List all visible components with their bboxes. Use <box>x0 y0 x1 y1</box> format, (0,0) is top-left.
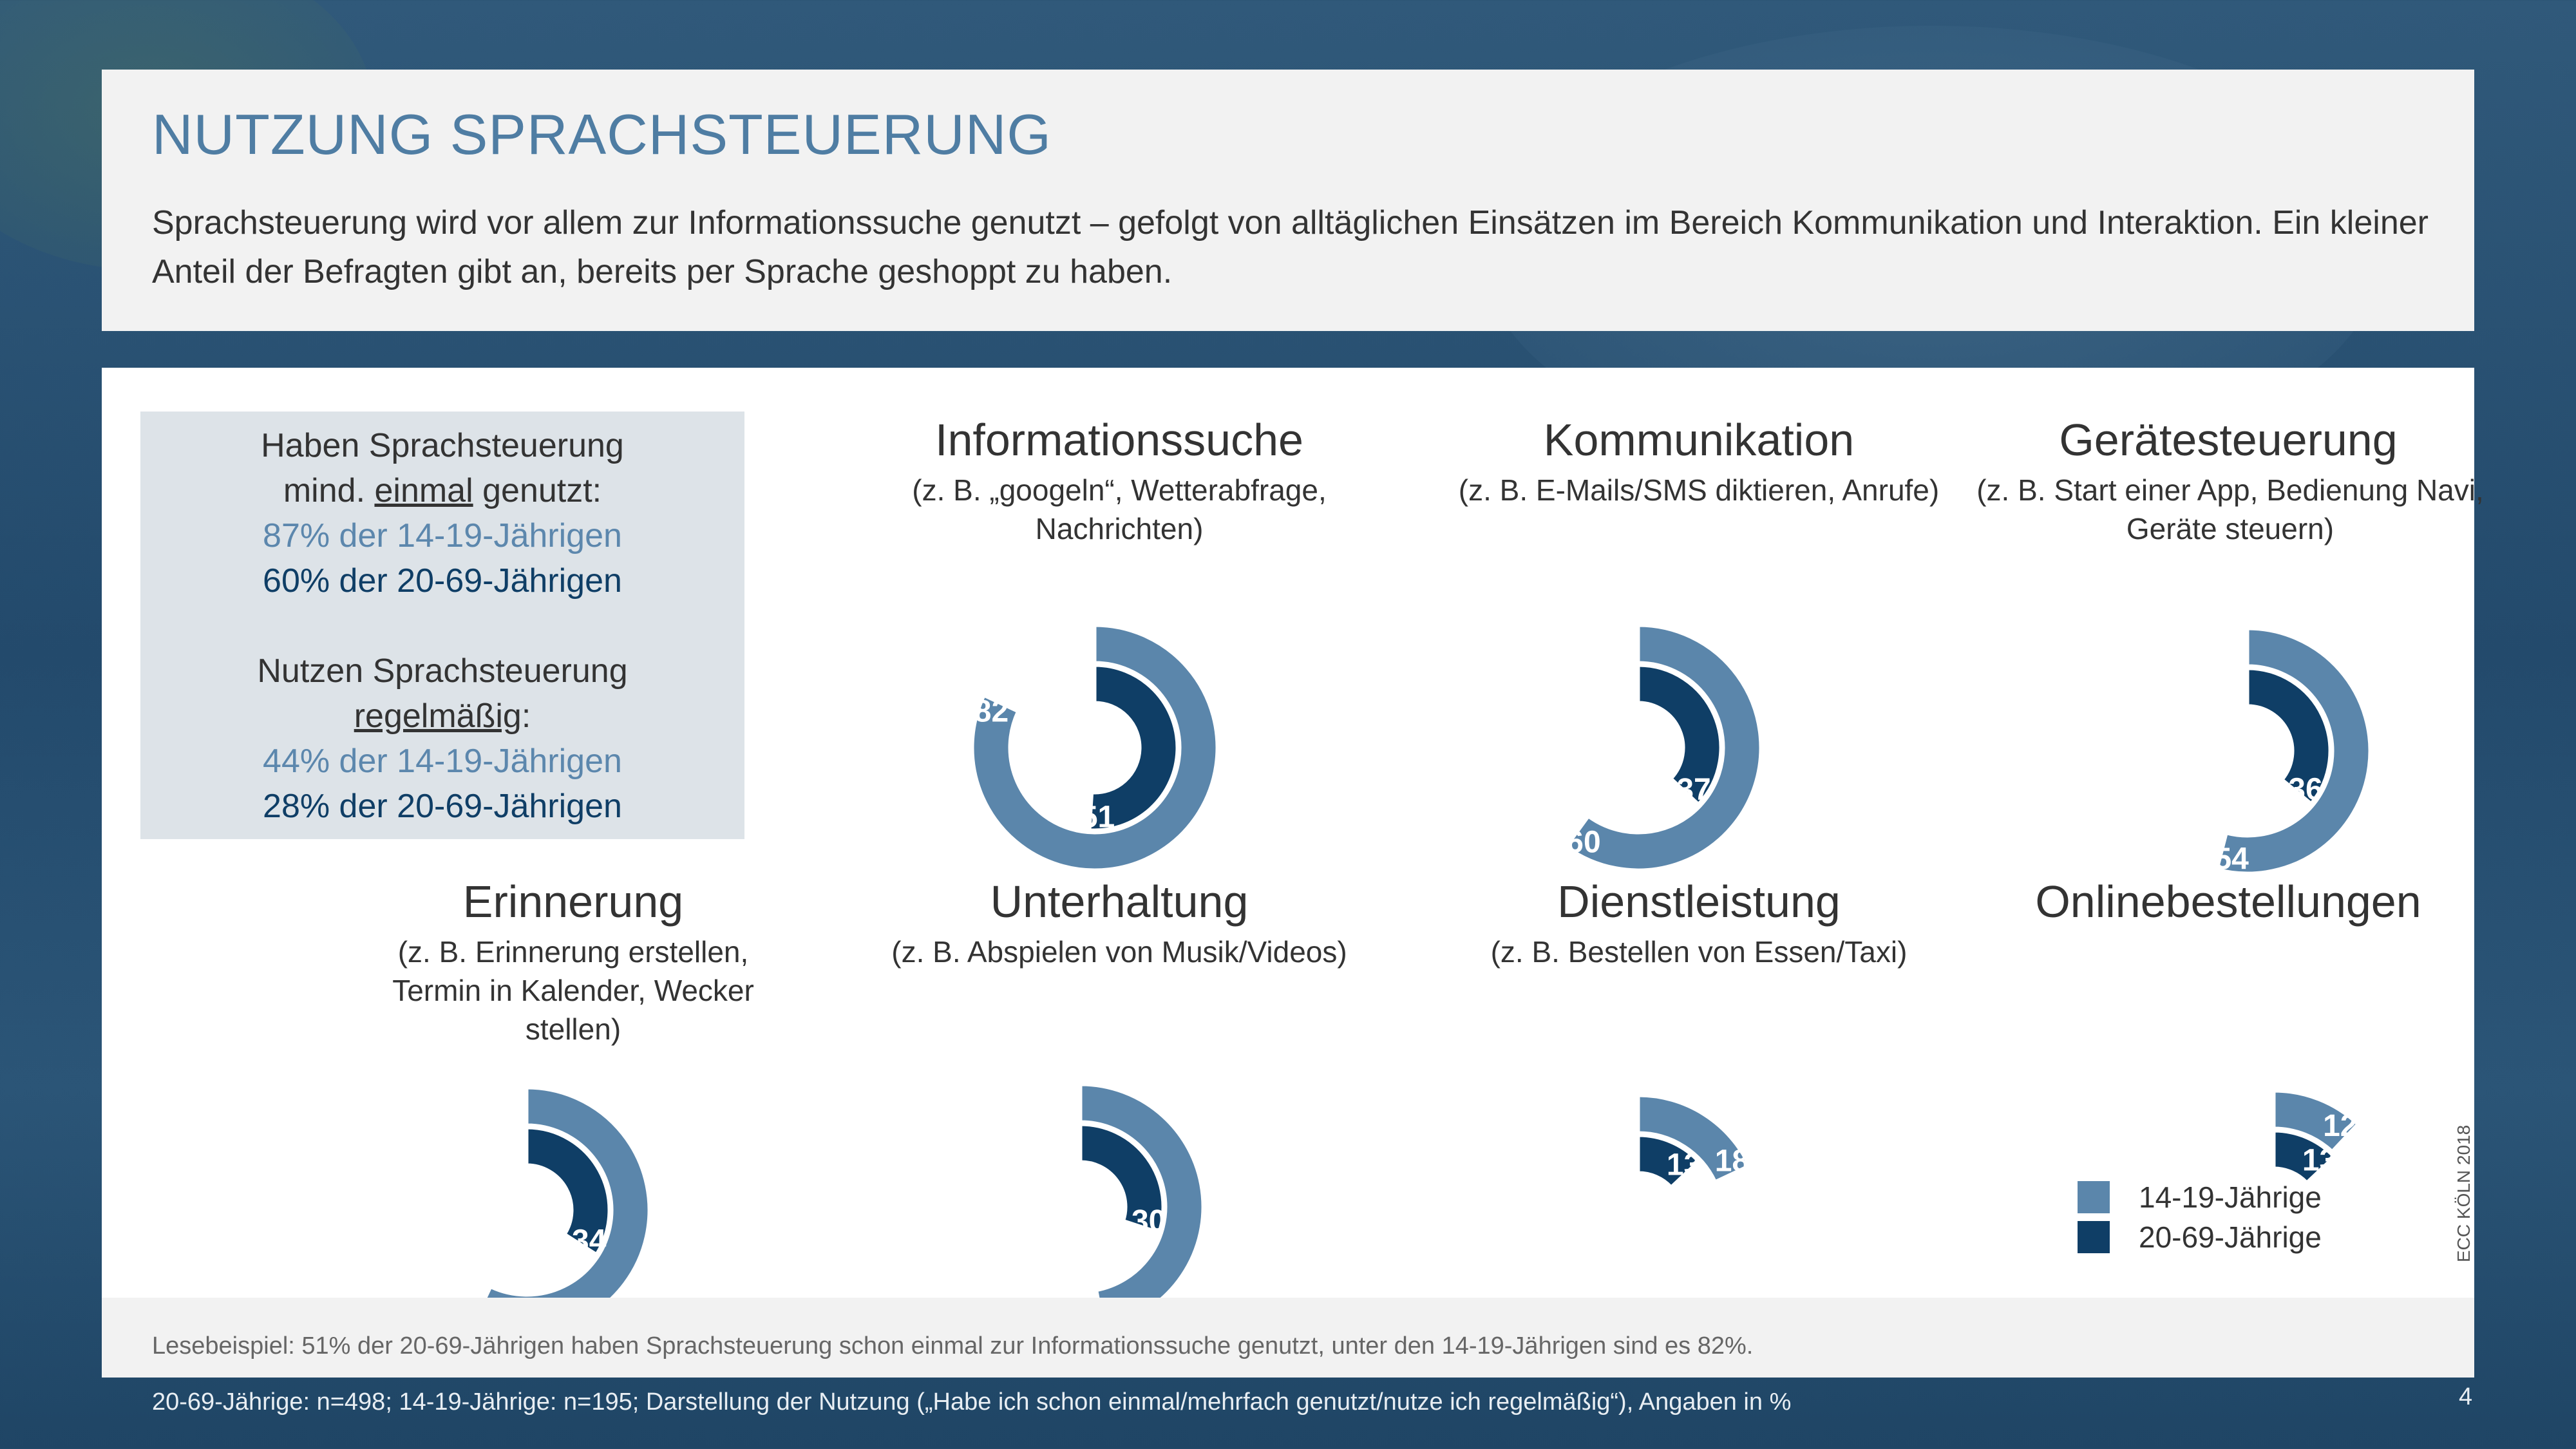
bar-adult <box>1088 663 1179 832</box>
usage-once-subheading: mind. einmal genutzt: <box>140 468 744 513</box>
source-note: 20-69-Jährige: n=498; 14-19-Jährige: n=1… <box>152 1388 1792 1416</box>
bar-adult <box>2272 1129 2336 1185</box>
panel-geraetesteuerung: Gerätesteuerung (z. B. Start einer App, … <box>1931 413 2576 548</box>
radial-chart-geraetesteuerung: 54 36 <box>2214 627 2372 876</box>
usage-regular-adult: 28% der 20-69-Jährigen <box>263 788 622 825</box>
panel-subtitle: (z. B. „googeln“, Wetterabfrage, Nachric… <box>912 473 1327 545</box>
value-label-adult: 37 <box>1676 773 1710 807</box>
usage-once-suffix: genutzt: <box>473 472 602 509</box>
panel-title: Kommunikation <box>1543 415 1855 465</box>
bar-young <box>472 1086 651 1334</box>
radial-chart-kommunikation: 60 37 <box>1564 623 1763 872</box>
legend: 14-19-Jährige 20-69-Jährige <box>2078 1177 2322 1257</box>
bar-young <box>1636 1094 1752 1184</box>
value-label-adult: 13 <box>2302 1144 2336 1178</box>
bar-young <box>2215 627 2372 875</box>
panel-unterhaltung: Unterhaltung (z. B. Abspielen von Musik/… <box>778 875 1461 971</box>
reading-example-panel: Lesebeispiel: 51% der 20-69-Jährigen hab… <box>102 1298 2474 1378</box>
value-label-adult: 51 <box>1081 800 1115 834</box>
panel-subtitle: (z. B. Start einer App, Bedienung Navi, … <box>1976 473 2484 545</box>
bar-young <box>1564 623 1763 872</box>
radial-chart-informationssuche: 82 51 <box>971 623 1219 872</box>
panel-title: Unterhaltung <box>990 876 1249 927</box>
panel-dienstleistung: Dienstleistung (z. B. Bestellen von Esse… <box>1364 875 2034 971</box>
legend-swatch-young <box>2078 1181 2110 1213</box>
legend-item-young: 14-19-Jährige <box>2078 1177 2322 1217</box>
bar-adult <box>1636 1133 1701 1189</box>
panel-kommunikation: Kommunikation (z. B. E-Mails/SMS diktier… <box>1364 413 2034 509</box>
bar-adult <box>1079 1122 1165 1235</box>
bar-adult <box>2246 667 2332 806</box>
value-label-young: 54 <box>2214 842 2249 876</box>
intro-text: Sprachsteuerung wird vor allem zur Infor… <box>152 204 2429 290</box>
panel-title: Informationssuche <box>935 415 1303 465</box>
legend-swatch-adult <box>2078 1221 2110 1253</box>
panel-onlinebestellungen: Onlinebestellungen <box>1931 875 2576 929</box>
panel-title: Dienstleistung <box>1557 876 1841 927</box>
bar-adult <box>1636 663 1723 807</box>
usage-once-young: 87% der 14-19-Jährigen <box>263 517 622 554</box>
legend-item-adult: 20-69-Jährige <box>2078 1217 2322 1257</box>
usage-once-emphasis: einmal <box>374 472 473 509</box>
panel-subtitle: (z. B. Bestellen von Essen/Taxi) <box>1490 935 1908 969</box>
usage-summary-box: Haben Sprachsteuerung mind. einmal genut… <box>140 412 744 839</box>
panel-erinnerung: Erinnerung (z. B. Erinnerung erstellen, … <box>206 875 940 1048</box>
page-number: 4 <box>2459 1383 2473 1410</box>
bar-young <box>2272 1089 2360 1154</box>
usage-regular-suffix: : <box>521 697 531 735</box>
legend-label-adult: 20-69-Jährige <box>2139 1220 2322 1254</box>
panel-title: Gerätesteuerung <box>2059 415 2398 465</box>
main-panel: Haben Sprachsteuerung mind. einmal genut… <box>102 368 2484 1334</box>
panel-title: Erinnerung <box>462 876 684 927</box>
value-label-adult: 34 <box>572 1224 607 1258</box>
value-label-adult: 13 <box>1667 1148 1701 1182</box>
value-label-young: 12 <box>2323 1109 2357 1143</box>
panel-title: Onlinebestellungen <box>2035 876 2421 927</box>
usage-regular-heading: Nutzen Sprachsteuerung <box>257 652 628 690</box>
usage-once-adult: 60% der 20-69-Jährigen <box>263 562 622 600</box>
page-title: NUTZUNG SPRACHSTEUERUNG <box>152 102 1052 166</box>
panel-subtitle: (z. B. Erinnerung erstellen, Termin in K… <box>392 935 754 1046</box>
usage-regular-subheading: regelmäßig: <box>140 694 744 739</box>
value-label-adult: 30 <box>1132 1204 1166 1238</box>
value-label-young: 18 <box>1715 1144 1749 1178</box>
usage-regular-young: 44% der 14-19-Jährigen <box>263 743 622 780</box>
usage-regular-block: Nutzen Sprachsteuerung regelmäßig: 44% d… <box>140 649 744 829</box>
usage-regular-emphasis: regelmäßig <box>354 697 522 735</box>
value-label-young: 82 <box>974 695 1009 729</box>
copyright-note: ECC KÖLN 2018 <box>2454 1124 2474 1262</box>
bar-adult <box>525 1126 611 1257</box>
reading-example: Lesebeispiel: 51% der 20-69-Jährigen hab… <box>152 1332 1754 1359</box>
panel-informationssuche: Informationssuche (z. B. „googeln“, Wett… <box>778 413 1461 548</box>
usage-once-heading: Haben Sprachsteuerung <box>261 427 624 464</box>
value-label-young: 60 <box>1566 826 1600 860</box>
header-panel: NUTZUNG SPRACHSTEUERUNG Sprachsteuerung … <box>102 70 2474 331</box>
panel-subtitle: (z. B. E-Mails/SMS diktieren, Anrufe) <box>1458 473 1940 507</box>
value-label-adult: 36 <box>2288 772 2322 806</box>
legend-label-young: 14-19-Jährige <box>2139 1180 2322 1214</box>
panel-subtitle: (z. B. Abspielen von Musik/Videos) <box>891 935 1347 969</box>
bar-young <box>971 623 1219 872</box>
usage-once-prefix: mind. <box>283 472 375 509</box>
usage-once-block: Haben Sprachsteuerung mind. einmal genut… <box>140 423 744 603</box>
